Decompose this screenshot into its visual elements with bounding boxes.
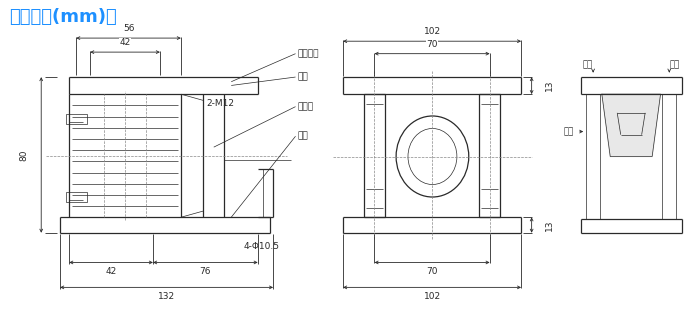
Text: 76: 76: [199, 267, 211, 276]
Text: 102: 102: [424, 292, 440, 301]
Text: 传感器: 传感器: [298, 102, 314, 111]
Text: 顶板: 顶板: [298, 73, 309, 82]
Text: 56: 56: [122, 24, 134, 33]
Text: 13: 13: [545, 219, 554, 231]
Text: 底板: 底板: [298, 132, 309, 141]
Text: 42: 42: [106, 267, 117, 276]
Text: 支撑螺栓: 支撑螺栓: [298, 49, 319, 58]
Text: 安装尺寸(mm)：: 安装尺寸(mm)：: [9, 8, 117, 27]
Text: 80: 80: [19, 149, 28, 161]
Text: 间隙: 间隙: [582, 60, 593, 69]
Text: 132: 132: [158, 292, 175, 301]
Text: 4-Φ10.5: 4-Φ10.5: [244, 242, 280, 251]
Text: 42: 42: [120, 38, 131, 47]
Text: 70: 70: [426, 267, 438, 276]
Text: 间隙: 间隙: [564, 127, 573, 136]
Text: 102: 102: [424, 27, 440, 36]
Text: 13: 13: [545, 80, 554, 91]
Text: 70: 70: [426, 40, 438, 49]
Text: 间隙: 间隙: [670, 60, 680, 69]
Text: 2-M12: 2-M12: [206, 99, 235, 108]
Bar: [66, 192, 87, 202]
Bar: [66, 114, 87, 124]
Polygon shape: [602, 94, 661, 156]
